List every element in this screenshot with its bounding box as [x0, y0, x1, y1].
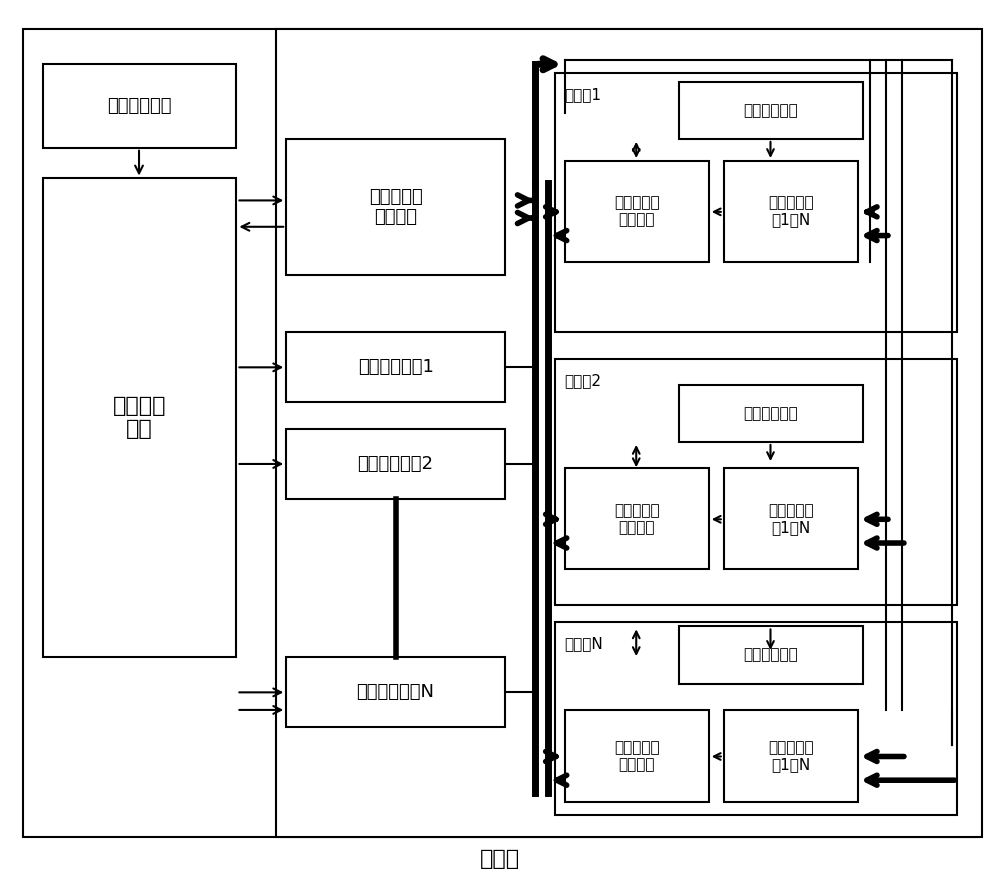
Text: 逻辑处理模块: 逻辑处理模块: [744, 103, 798, 118]
Bar: [43, 65, 236, 148]
Text: 逻辑处理模块: 逻辑处理模块: [744, 647, 798, 662]
Text: 广播及数据
接收模块: 广播及数据 接收模块: [369, 187, 422, 226]
Bar: [276, 29, 982, 837]
Bar: [679, 385, 863, 442]
Bar: [555, 73, 957, 332]
Text: 线路盘1: 线路盘1: [565, 88, 602, 103]
Bar: [679, 627, 863, 683]
Bar: [555, 359, 957, 605]
Text: 时钟通道模块2: 时钟通道模块2: [358, 455, 434, 473]
Bar: [724, 710, 858, 802]
Text: 数据发送及
接收模块: 数据发送及 接收模块: [614, 503, 660, 535]
Text: 时钟通道模
块1或N: 时钟通道模 块1或N: [768, 195, 814, 227]
Text: 时钟通道模块N: 时钟通道模块N: [357, 683, 435, 701]
Text: 通道控制
模块: 通道控制 模块: [113, 396, 166, 439]
Text: 时钟通道模块1: 时钟通道模块1: [358, 358, 434, 377]
Bar: [724, 469, 858, 569]
Bar: [724, 161, 858, 262]
Bar: [565, 161, 709, 262]
Text: 数据发送及
接收模块: 数据发送及 接收模块: [614, 740, 660, 773]
Text: 时钟通道模
块1或N: 时钟通道模 块1或N: [768, 503, 814, 535]
Text: 线路盘N: 线路盘N: [565, 636, 603, 652]
Text: 信息获取模块: 信息获取模块: [107, 97, 172, 115]
Bar: [286, 657, 505, 728]
Text: 时钟通道模
块1或N: 时钟通道模 块1或N: [768, 740, 814, 773]
Text: 逻辑处理模块: 逻辑处理模块: [744, 406, 798, 421]
Text: 时钟盘: 时钟盘: [480, 850, 520, 869]
Text: 数据发送及
接收模块: 数据发送及 接收模块: [614, 195, 660, 227]
Bar: [286, 139, 505, 275]
Bar: [565, 710, 709, 802]
Bar: [565, 469, 709, 569]
Text: 线路盘2: 线路盘2: [565, 373, 602, 388]
Bar: [286, 429, 505, 499]
Bar: [555, 622, 957, 815]
Bar: [679, 82, 863, 139]
Bar: [286, 332, 505, 402]
Bar: [43, 179, 236, 657]
